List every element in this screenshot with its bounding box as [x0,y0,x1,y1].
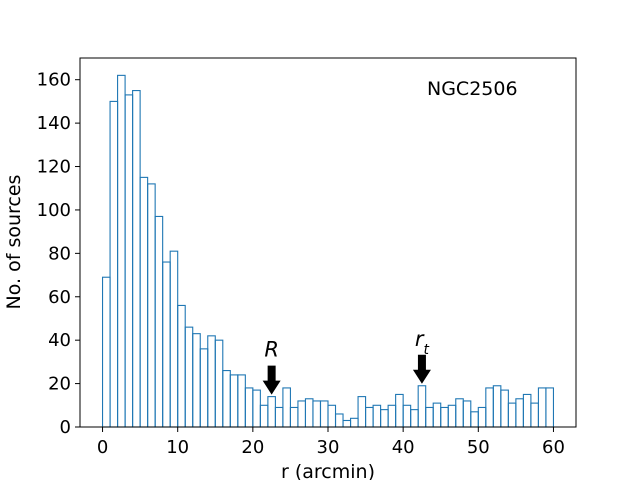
y-tick-label: 60 [48,287,71,308]
histogram-bar [319,400,329,428]
histogram-bar [282,387,291,428]
histogram-bar [342,419,352,428]
histogram-bar [537,387,547,428]
histogram-bar [154,215,164,428]
histogram-bar [477,406,487,428]
x-tick-label: 40 [392,437,415,458]
histogram-bar [455,398,464,428]
histogram-bar [425,406,434,428]
plot-frame [79,57,577,428]
histogram-bar [530,402,539,428]
y-tick-label: 140 [37,113,71,134]
histogram-bar [132,90,141,428]
histogram-bar [169,250,179,428]
y-tick-label: 0 [60,417,71,438]
histogram-bar [252,389,261,428]
histogram-bar [297,400,307,428]
y-axis-ticks: 0 20 40 60 80 100 120 140 160 [37,70,80,438]
histogram-bar [237,374,246,428]
histogram-bar [192,333,201,428]
histogram-bar [462,400,472,428]
histogram-bar [387,404,397,428]
histogram-bar [500,389,509,428]
histogram-bar [139,176,149,428]
x-axis-ticks: 0 10 20 30 40 50 60 [97,427,565,458]
histogram-bar [395,393,404,428]
histogram-bar [304,398,314,428]
y-tick-label: 80 [48,243,71,264]
marker-label: rt [415,327,430,358]
histogram-bar [365,406,374,428]
histogram-bar [485,387,494,428]
histogram-bar [117,74,126,428]
marker-arrow [262,365,281,395]
histogram-bar [312,400,322,428]
histogram-bar [357,396,367,428]
marker-label-subscript: t [424,342,430,358]
histogram-bar [327,404,337,428]
histogram-bar [417,385,427,428]
histogram-bar [229,374,239,428]
y-tick-label: 120 [37,157,71,178]
histogram-bar [214,339,224,428]
histogram-bar [244,387,254,428]
chart-annotation-title: NGC2506 [427,78,518,100]
x-tick-label: 20 [241,437,264,458]
histogram-bar [199,348,209,428]
y-tick-label: 40 [48,330,71,351]
histogram-bar [432,402,442,428]
histogram-bar [274,406,284,428]
histogram-bar [372,404,382,428]
histogram-bar [334,413,344,428]
histogram-bar [289,406,299,428]
histogram-bars [101,74,555,428]
histogram-bar [440,406,449,428]
histogram-bar [349,417,359,428]
histogram-bar [124,94,134,428]
x-axis-label: r (arcmin) [281,461,375,480]
histogram-bar [507,402,517,428]
histogram-bar [177,304,186,428]
histogram-bar [545,387,555,428]
histogram-bar [147,183,156,428]
histogram-bar [402,404,412,428]
histogram-bar [101,276,111,428]
histogram-bar [492,385,502,428]
y-tick-label: 100 [37,200,71,221]
histogram-bar [109,100,119,428]
histogram-bar [470,411,479,428]
histogram-bar [259,404,269,428]
histogram-bar [515,398,524,428]
marker-label: R [264,338,279,362]
histogram-bar [267,396,276,428]
histogram-bar [184,326,194,428]
x-tick-label: 50 [467,437,490,458]
x-tick-label: 10 [166,437,189,458]
y-tick-label: 20 [48,374,71,395]
histogram-bar [522,393,532,428]
y-axis-label: No. of sources [3,175,25,310]
x-tick-label: 0 [97,437,108,458]
y-tick-label: 160 [37,70,71,91]
histogram-bar [162,261,171,428]
marker-arrow [412,354,431,384]
histogram-bar [207,335,216,428]
histogram-bar [380,409,389,428]
histogram-bar [222,370,231,428]
x-tick-label: 60 [542,437,565,458]
histogram-bar [447,404,457,428]
x-tick-label: 30 [317,437,340,458]
histogram-bar [410,409,419,428]
